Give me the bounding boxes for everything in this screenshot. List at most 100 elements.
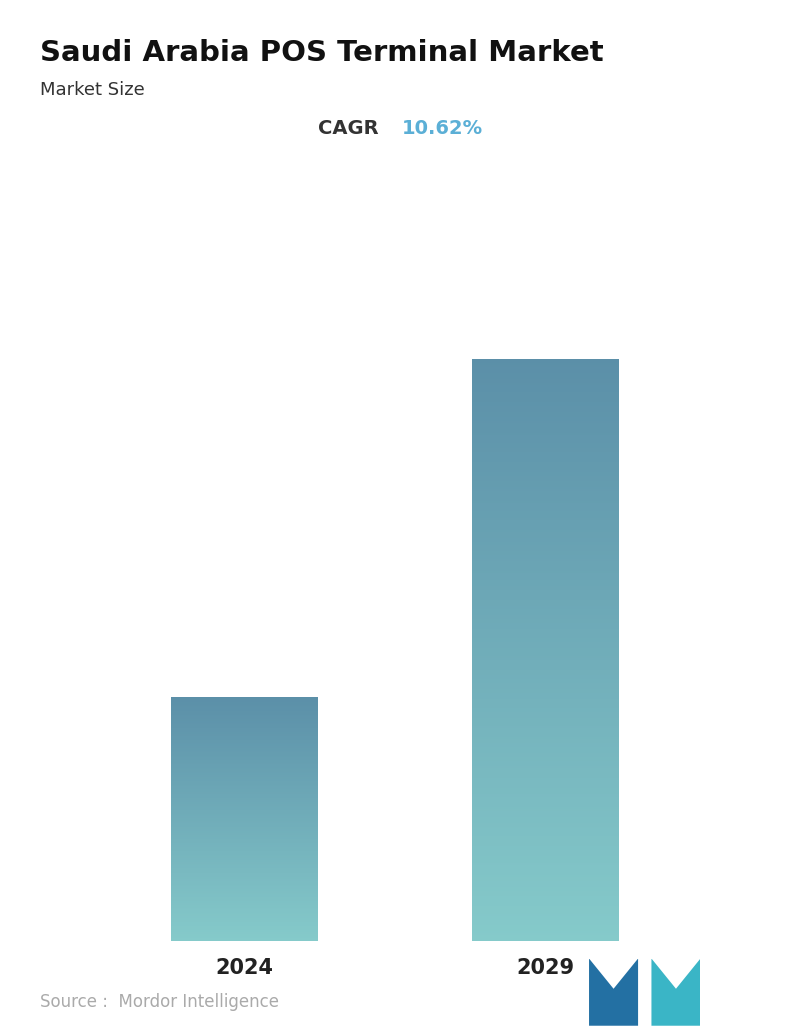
Bar bbox=[471, 826, 618, 828]
Text: 2029: 2029 bbox=[516, 959, 574, 978]
Bar bbox=[471, 837, 618, 839]
Bar bbox=[471, 433, 618, 435]
Bar bbox=[471, 631, 618, 633]
Bar bbox=[471, 763, 618, 764]
Bar bbox=[471, 852, 618, 854]
Bar bbox=[471, 927, 618, 930]
Bar bbox=[471, 811, 618, 813]
Bar bbox=[471, 577, 618, 578]
Bar bbox=[471, 675, 618, 677]
Bar bbox=[471, 753, 618, 755]
Bar bbox=[471, 850, 618, 852]
Bar bbox=[471, 596, 618, 598]
Bar bbox=[471, 449, 618, 451]
Bar bbox=[471, 854, 618, 856]
Bar bbox=[471, 619, 618, 621]
Bar bbox=[471, 627, 618, 629]
Bar bbox=[471, 520, 618, 522]
Bar bbox=[471, 792, 618, 794]
Bar bbox=[471, 751, 618, 753]
Bar bbox=[471, 652, 618, 655]
Bar bbox=[471, 560, 618, 562]
Bar bbox=[471, 728, 618, 730]
Bar bbox=[471, 526, 618, 528]
Bar bbox=[471, 516, 618, 518]
Polygon shape bbox=[589, 959, 638, 1026]
Bar bbox=[471, 440, 618, 443]
Bar bbox=[471, 602, 618, 604]
Bar bbox=[471, 464, 618, 466]
Bar bbox=[471, 606, 618, 607]
Bar bbox=[471, 797, 618, 799]
Bar bbox=[471, 454, 618, 456]
Bar bbox=[471, 500, 618, 503]
Bar bbox=[471, 724, 618, 726]
Bar bbox=[471, 815, 618, 817]
Bar bbox=[471, 919, 618, 921]
Bar bbox=[471, 722, 618, 724]
Bar bbox=[471, 706, 618, 708]
Bar bbox=[471, 856, 618, 857]
Bar bbox=[471, 524, 618, 526]
Bar bbox=[471, 644, 618, 646]
Bar bbox=[471, 788, 618, 790]
Bar bbox=[471, 472, 618, 474]
Bar bbox=[471, 400, 618, 402]
Bar bbox=[471, 695, 618, 697]
Bar bbox=[471, 658, 618, 660]
Bar bbox=[471, 817, 618, 819]
Bar bbox=[471, 830, 618, 832]
Bar bbox=[471, 689, 618, 691]
Bar bbox=[471, 555, 618, 557]
Bar bbox=[471, 466, 618, 467]
Bar bbox=[471, 431, 618, 433]
Bar bbox=[471, 544, 618, 546]
Bar bbox=[471, 423, 618, 425]
Bar bbox=[471, 480, 618, 482]
Text: Saudi Arabia POS Terminal Market: Saudi Arabia POS Terminal Market bbox=[40, 39, 603, 67]
Bar bbox=[471, 414, 618, 416]
Bar bbox=[471, 916, 618, 918]
Bar bbox=[471, 799, 618, 801]
Bar bbox=[471, 708, 618, 710]
Bar bbox=[471, 420, 618, 422]
Bar bbox=[471, 629, 618, 631]
Bar bbox=[471, 697, 618, 699]
Bar bbox=[471, 655, 618, 656]
Bar bbox=[471, 487, 618, 489]
Bar bbox=[471, 498, 618, 500]
Bar bbox=[471, 551, 618, 553]
Bar bbox=[471, 565, 618, 567]
Bar bbox=[471, 598, 618, 600]
Bar bbox=[471, 402, 618, 404]
Bar bbox=[471, 425, 618, 427]
Bar bbox=[471, 901, 618, 902]
Bar bbox=[471, 930, 618, 932]
Bar bbox=[471, 469, 618, 472]
Bar bbox=[471, 803, 618, 805]
Bar bbox=[471, 859, 618, 861]
Bar bbox=[471, 761, 618, 763]
Bar bbox=[471, 485, 618, 487]
Bar bbox=[471, 747, 618, 749]
Bar bbox=[471, 484, 618, 485]
Bar bbox=[471, 873, 618, 875]
Bar bbox=[471, 373, 618, 375]
Bar bbox=[471, 923, 618, 925]
Bar bbox=[471, 604, 618, 606]
Bar bbox=[471, 764, 618, 766]
Bar bbox=[471, 474, 618, 476]
Bar bbox=[471, 621, 618, 622]
Bar bbox=[471, 914, 618, 916]
Bar bbox=[471, 890, 618, 892]
Bar bbox=[471, 902, 618, 904]
Bar bbox=[471, 894, 618, 896]
Bar bbox=[471, 518, 618, 520]
Bar bbox=[471, 567, 618, 569]
Bar bbox=[471, 777, 618, 778]
Bar bbox=[471, 782, 618, 784]
Bar bbox=[471, 718, 618, 720]
Bar bbox=[471, 460, 618, 462]
Bar bbox=[471, 918, 618, 919]
Bar bbox=[471, 813, 618, 815]
